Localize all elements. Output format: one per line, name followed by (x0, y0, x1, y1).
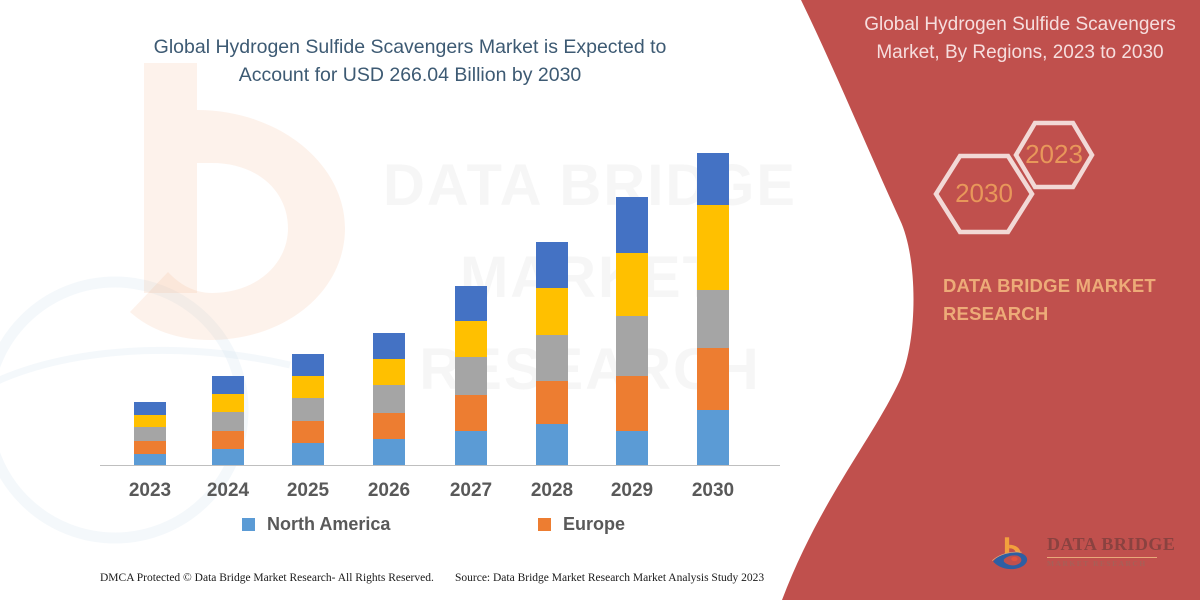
svg-text:2023: 2023 (1025, 139, 1083, 169)
svg-text:2030: 2030 (955, 178, 1013, 208)
